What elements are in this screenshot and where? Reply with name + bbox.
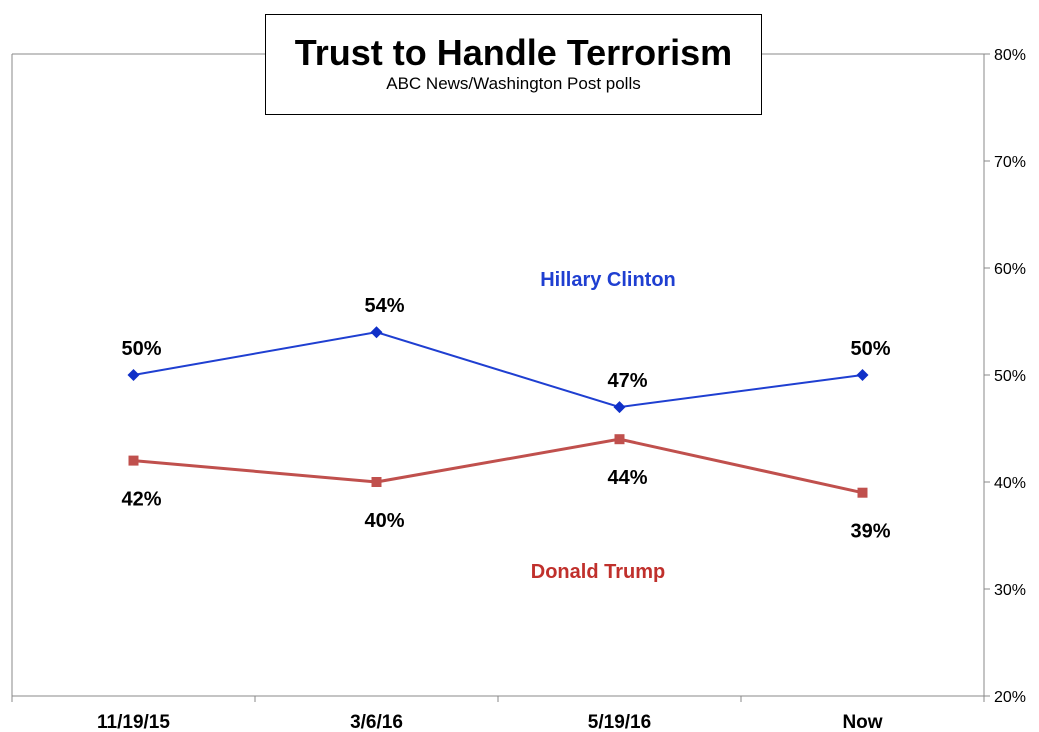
hillary-clinton-point	[370, 326, 383, 339]
chart-title-box: Trust to Handle Terrorism ABC News/Washi…	[265, 14, 762, 115]
hillary-clinton-point	[127, 369, 140, 381]
donald-trump-point	[128, 455, 139, 466]
donald-trump-point	[857, 487, 868, 498]
y-tick-label: 40%	[994, 475, 1026, 492]
chart-title: Trust to Handle Terrorism	[294, 32, 733, 73]
hillary-clinton-data-label: 50%	[121, 338, 161, 360]
x-tick-label: Now	[842, 712, 882, 732]
hillary-clinton-data-label: 50%	[850, 338, 890, 360]
y-tick-label: 30%	[994, 582, 1026, 599]
series-label-hillary-clinton: Hillary Clinton	[540, 269, 676, 291]
donald-trump-data-label: 44%	[607, 467, 647, 489]
series-layer	[127, 326, 869, 498]
hillary-clinton-data-label: 47%	[607, 370, 647, 392]
y-tick-label: 20%	[994, 689, 1026, 706]
chart-axes: 20% 30% 40% 50% 60% 70% 80% 11/19/15 3/6/16 5/19/…	[11, 47, 1026, 732]
hillary-clinton-point	[613, 401, 626, 414]
donald-trump-data-label: 39%	[850, 521, 890, 543]
hillary-clinton-series-line	[133, 331, 863, 409]
y-tick-label: 80%	[994, 47, 1026, 64]
x-tick-label: 5/19/16	[588, 712, 651, 732]
donald-trump-data-label: 40%	[364, 510, 404, 532]
data-labels-layer: 50% 54% 47% 50% 42% 40% 44% 39% Hillary Clinton D…	[121, 269, 890, 583]
y-tick-label: 50%	[994, 368, 1026, 385]
y-tick-label: 70%	[994, 154, 1026, 171]
x-tick-label: 3/6/16	[350, 712, 403, 732]
donald-trump-point	[614, 434, 625, 445]
x-tick-label: 11/19/15	[97, 712, 170, 732]
y-tick-label: 60%	[994, 261, 1026, 278]
chart-subtitle: ABC News/Washington Post polls	[386, 74, 641, 93]
hillary-clinton-point	[856, 369, 869, 381]
donald-trump-point	[371, 477, 382, 487]
donald-trump-data-label: 42%	[121, 489, 161, 511]
donald-trump-series-line	[133, 437, 863, 495]
series-label-donald-trump: Donald Trump	[531, 561, 665, 583]
hillary-clinton-data-label: 54%	[364, 295, 404, 317]
